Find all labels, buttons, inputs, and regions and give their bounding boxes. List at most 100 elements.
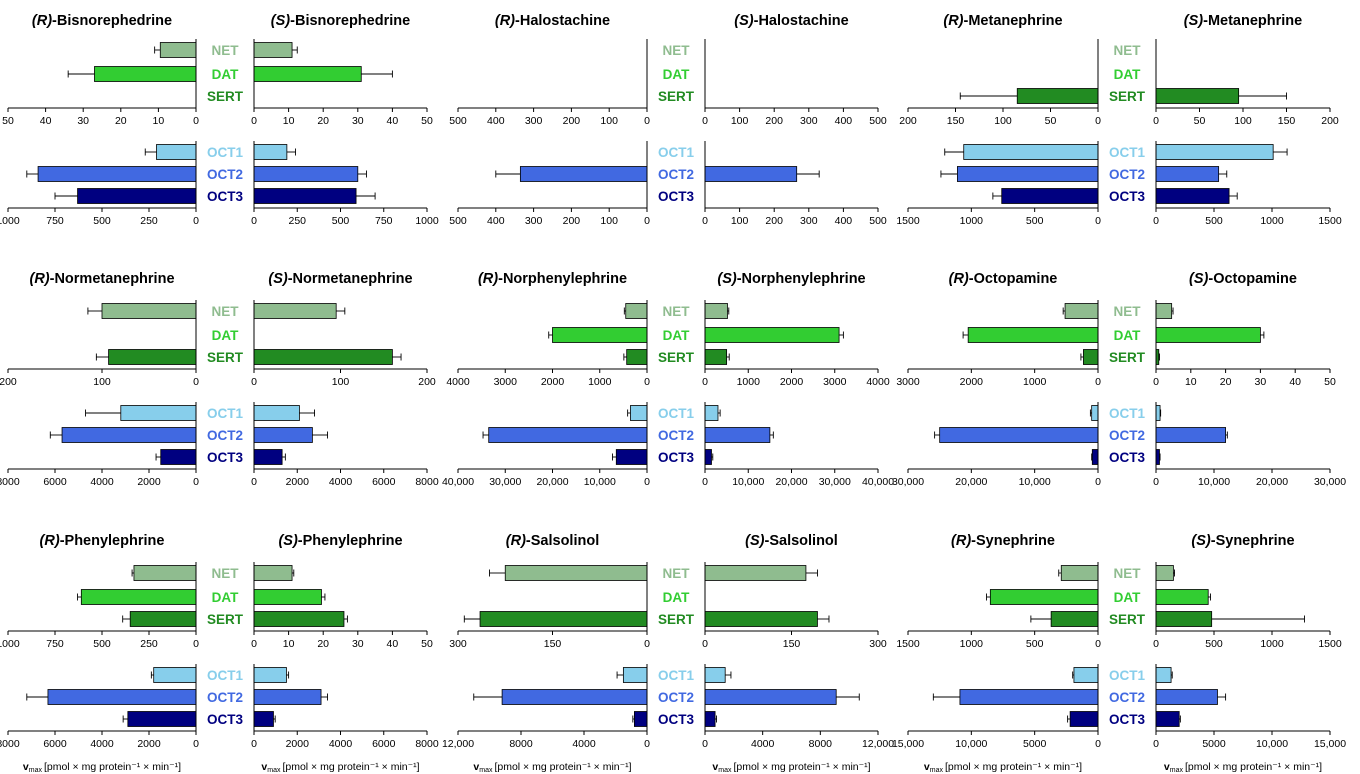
tick-label: 0 xyxy=(1095,115,1101,127)
bar-S-net xyxy=(704,565,807,581)
panel-title-left: (R)-Synephrine xyxy=(951,533,1055,549)
bar-S-dat xyxy=(704,327,840,343)
tick-label: 1000 xyxy=(415,215,439,227)
bar-S-oct3 xyxy=(1155,188,1230,204)
tick-label: 1500 xyxy=(896,638,920,650)
bar-R-oct3 xyxy=(77,188,197,204)
transporter-label-net: NET xyxy=(212,566,240,581)
tick-label: 50 xyxy=(421,115,433,127)
tick-label: 40 xyxy=(387,638,399,650)
tick-label: 8000 xyxy=(0,476,20,488)
transporter-label-sert: SERT xyxy=(1109,89,1146,104)
transporter-label-net: NET xyxy=(1114,43,1142,58)
tick-label: 40,000 xyxy=(442,476,474,488)
tick-label-zero-right: 0 xyxy=(251,738,257,750)
tick-label: 40,000 xyxy=(862,476,894,488)
bar-R-oct2 xyxy=(939,427,1099,443)
transporter-label-oct3: OCT3 xyxy=(207,450,243,465)
tick-label-zero-right: 0 xyxy=(702,215,708,227)
tick-label: 500 xyxy=(93,215,111,227)
bar-S-net xyxy=(253,42,293,58)
bar-S-dat xyxy=(253,66,362,82)
transporter-label-net: NET xyxy=(212,43,240,58)
xlabel-unit: [pmol × mg protein⁻¹ × min⁻¹] xyxy=(44,761,181,773)
tick-label: 300 xyxy=(525,115,543,127)
transporter-label-oct1: OCT1 xyxy=(658,668,694,683)
tick-label: 750 xyxy=(46,215,64,227)
bar-S-oct1 xyxy=(1155,405,1161,421)
transporter-label-oct1: OCT1 xyxy=(207,668,243,683)
tick-label: 150 xyxy=(783,638,801,650)
tick-label: 6000 xyxy=(372,738,396,750)
tick-label: 0 xyxy=(644,215,650,227)
title-name: -Halostachine xyxy=(515,13,610,29)
tick-label: 3000 xyxy=(494,376,518,388)
tick-label-zero-right: 0 xyxy=(251,376,257,388)
bar-R-oct1 xyxy=(1091,405,1099,421)
bar-R-sert xyxy=(1016,88,1099,104)
title-name: -Bisnorephedrine xyxy=(52,13,172,29)
title-name: -Normetanephrine xyxy=(288,271,413,287)
tick-label-zero-right: 0 xyxy=(1153,115,1159,127)
tick-label: 50 xyxy=(1045,115,1057,127)
tick-label: 30 xyxy=(352,638,364,650)
tick-label: 500 xyxy=(449,215,467,227)
tick-label: 50 xyxy=(1324,376,1336,388)
tick-label: 2000 xyxy=(541,376,565,388)
tick-label: 6000 xyxy=(372,476,396,488)
tick-label: 10 xyxy=(153,115,165,127)
tick-label: 500 xyxy=(332,215,350,227)
tick-label: 400 xyxy=(835,215,853,227)
bar-R-net xyxy=(101,303,197,319)
tick-label: 4000 xyxy=(446,376,470,388)
tick-label: 300 xyxy=(869,638,887,650)
tick-label: 500 xyxy=(1205,215,1223,227)
panel-title-left: (R)-Metanephrine xyxy=(943,13,1062,29)
transporter-label-sert: SERT xyxy=(658,350,695,365)
transporter-label-oct1: OCT1 xyxy=(1109,406,1145,421)
tick-label: 0 xyxy=(644,376,650,388)
title-prefix: (R) xyxy=(32,13,52,29)
xlabel-unit: [pmol × mg protein⁻¹ × min⁻¹] xyxy=(1185,761,1322,773)
transporter-label-sert: SERT xyxy=(1109,350,1146,365)
tick-label: 500 xyxy=(869,115,887,127)
bar-S-oct2 xyxy=(253,689,322,705)
tick-label-zero-right: 0 xyxy=(1153,476,1159,488)
tick-label: 200 xyxy=(0,376,17,388)
bar-S-sert xyxy=(704,349,728,365)
bar-S-oct3 xyxy=(253,188,357,204)
panel-title-left: (R)-Halostachine xyxy=(495,13,610,29)
tick-label: 2000 xyxy=(137,476,161,488)
bar-S-sert xyxy=(1155,611,1213,627)
tick-label: 300 xyxy=(525,215,543,227)
tick-label: 200 xyxy=(765,215,783,227)
tick-label: 1000 xyxy=(0,215,20,227)
xlabel-unit: [pmol × mg protein⁻¹ × min⁻¹] xyxy=(945,761,1082,773)
bar-S-sert xyxy=(253,349,393,365)
panel-halostachine: (R)-Halostachine (S)-HalostachineNETDATSE… xyxy=(449,13,887,227)
transporter-label-oct2: OCT2 xyxy=(1109,428,1145,443)
bar-S-oct1 xyxy=(1155,144,1274,160)
tick-label: 4000 xyxy=(90,738,114,750)
bar-R-oct2 xyxy=(61,427,197,443)
transporter-label-oct1: OCT1 xyxy=(658,406,694,421)
transporter-label-dat: DAT xyxy=(1114,328,1141,343)
bar-R-oct3 xyxy=(1069,711,1099,727)
panel-title-left: (R)-Octopamine xyxy=(949,271,1058,287)
tick-label: 8000 xyxy=(809,738,833,750)
transporter-label-oct3: OCT3 xyxy=(1109,712,1145,727)
xlabel-unit: [pmol × mg protein⁻¹ × min⁻¹] xyxy=(733,761,870,773)
tick-label: 4000 xyxy=(329,476,353,488)
tick-label: 10 xyxy=(1185,376,1197,388)
transporter-label-oct2: OCT2 xyxy=(658,167,694,182)
transporter-label-sert: SERT xyxy=(207,350,244,365)
transporter-label-net: NET xyxy=(663,43,691,58)
tick-label: 200 xyxy=(1321,115,1339,127)
bar-R-sert xyxy=(1083,349,1099,365)
title-name: -Metanephrine xyxy=(1203,13,1302,29)
tick-label: 500 xyxy=(1026,215,1044,227)
transporter-label-oct1: OCT1 xyxy=(207,145,243,160)
tick-label-zero-right: 0 xyxy=(702,115,708,127)
bar-R-oct1 xyxy=(630,405,648,421)
xlabel-symbol: v xyxy=(23,761,29,773)
